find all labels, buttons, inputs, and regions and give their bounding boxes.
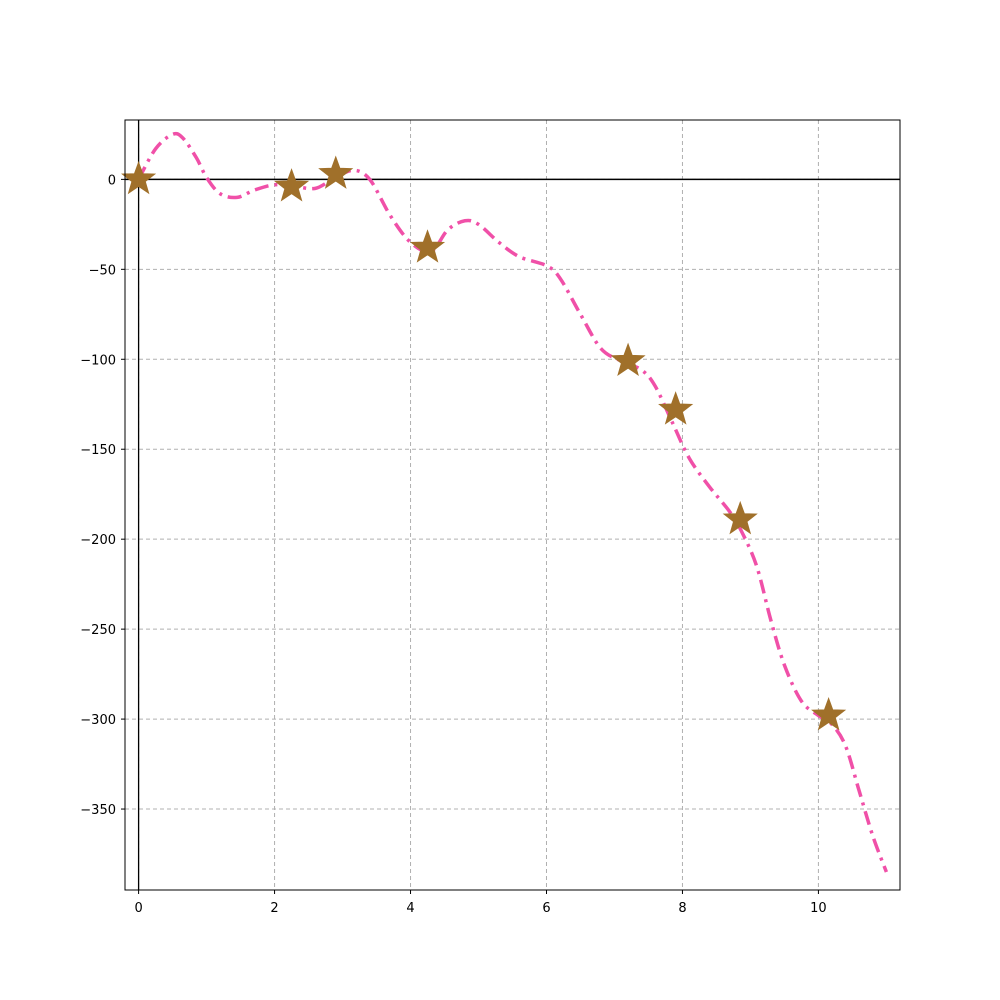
star-point [610, 342, 646, 377]
star-point [121, 160, 157, 195]
reference-lines [125, 120, 900, 890]
x-tick-label: 4 [406, 901, 414, 916]
star-point [722, 500, 758, 535]
x-tick-label: 8 [678, 901, 686, 916]
x-tick-label: 0 [134, 901, 142, 916]
y-tick-label: −150 [80, 443, 116, 458]
y-tick-label: −200 [80, 533, 116, 548]
grid [125, 120, 900, 890]
x-tick-label: 2 [270, 901, 278, 916]
series-points [121, 155, 847, 731]
y-tick-label: −100 [80, 353, 116, 368]
x-tick-label: 10 [810, 901, 827, 916]
star-point [658, 391, 694, 425]
star-point [409, 229, 446, 263]
star-point [318, 155, 354, 189]
y-tick-label: 0 [108, 173, 116, 188]
axes-frame [124, 119, 901, 891]
ticks: 0 2 4 6 8 10 0 −50 −100 −150 −200 −250 −300 −350 [80, 173, 826, 916]
y-tick-label: −50 [89, 263, 116, 278]
x-tick-label: 6 [542, 901, 550, 916]
plot-area: 0 2 4 6 8 10 0 −50 −100 −150 −200 −250 −300 −350 [80, 119, 901, 916]
y-tick-label: −250 [80, 623, 116, 638]
axes-background [125, 120, 900, 890]
y-tick-label: −300 [80, 713, 116, 728]
star-point [273, 168, 310, 202]
star-point [811, 697, 847, 731]
y-tick-label: −350 [80, 803, 116, 818]
